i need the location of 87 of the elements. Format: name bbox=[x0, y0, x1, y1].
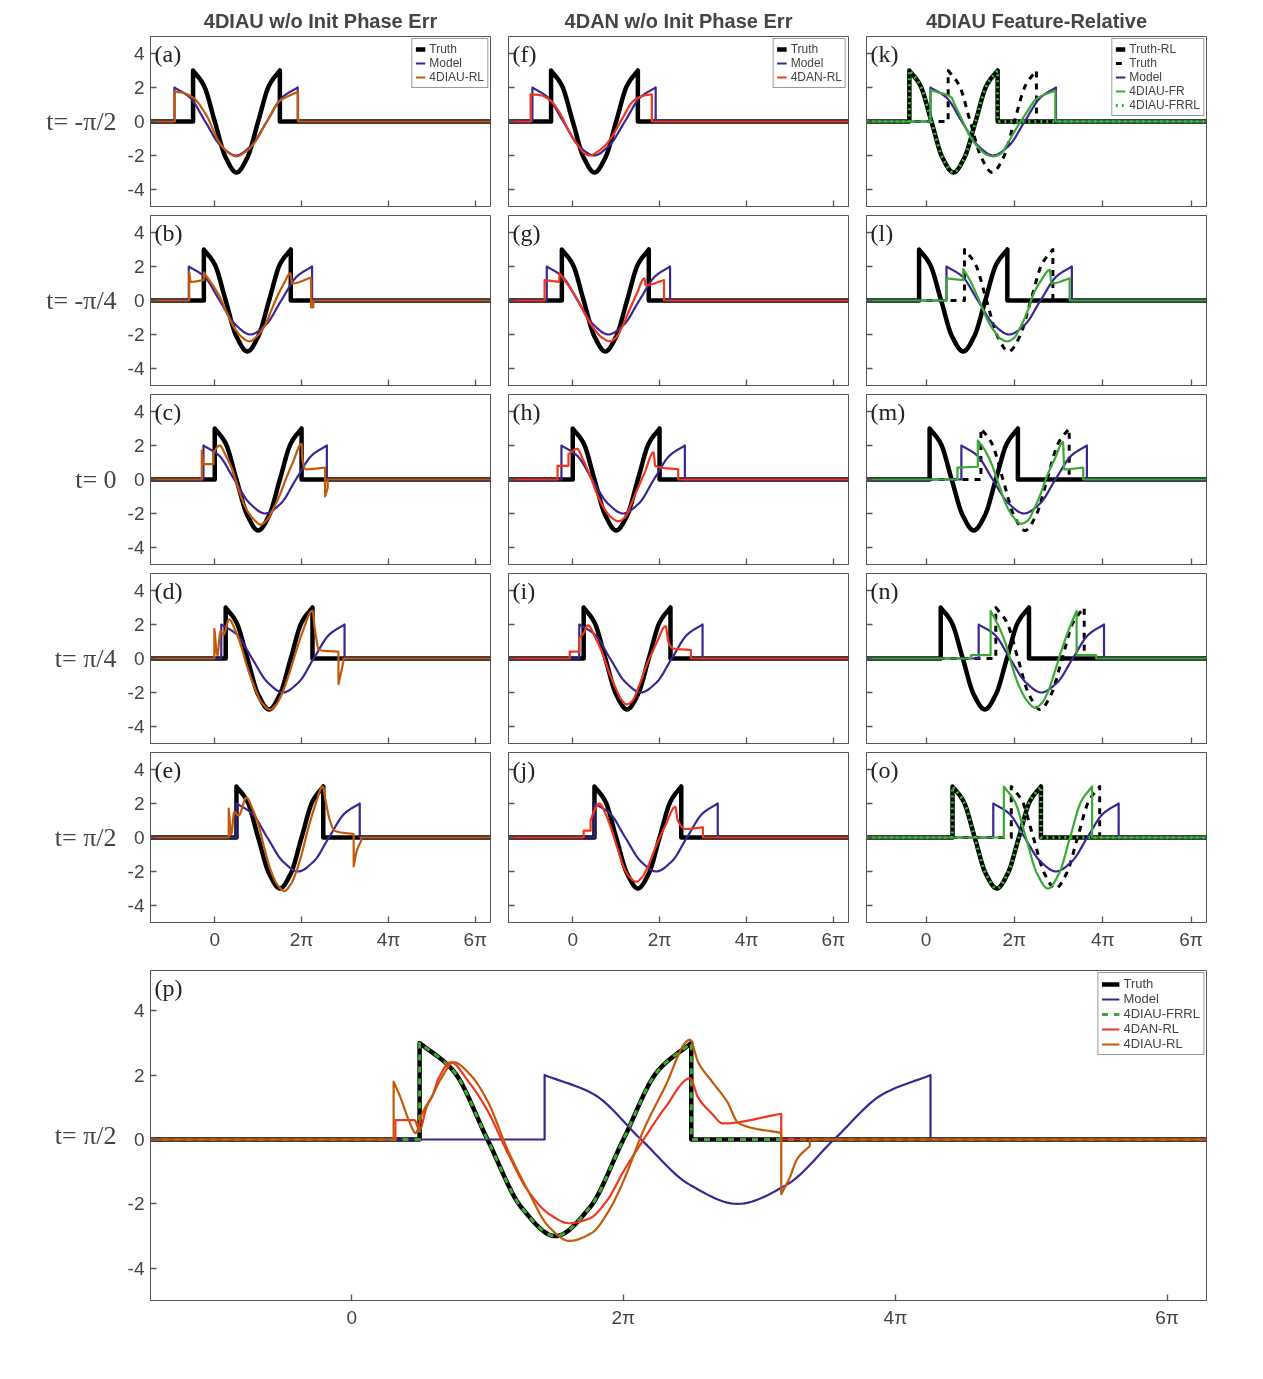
y-tick-label: 0 bbox=[133, 469, 145, 490]
y-tick-label: 4 bbox=[133, 1000, 145, 1022]
chart-title: 4DAN w/o Init Phase Err bbox=[564, 9, 793, 32]
y-tick-label: 2 bbox=[133, 614, 145, 635]
y-axis-title: t= -π/4 bbox=[46, 286, 117, 315]
annotation: (e) bbox=[154, 756, 182, 783]
legend-label: Model bbox=[429, 56, 462, 70]
legend-label: Truth bbox=[429, 42, 457, 56]
chart-title: 4DIAU Feature-Relative bbox=[925, 9, 1148, 32]
y-tick-label: 0 bbox=[133, 648, 145, 669]
annotation: (m) bbox=[870, 398, 906, 425]
annotation: (o) bbox=[870, 756, 899, 783]
legend-label: Truth-RL bbox=[1129, 42, 1177, 56]
x-tick-label: 4π bbox=[1090, 928, 1115, 950]
annotation: (n) bbox=[870, 577, 899, 604]
y-tick-label: -2 bbox=[127, 145, 145, 166]
x-tick-label: 2π bbox=[611, 1306, 636, 1328]
annotation: (j) bbox=[512, 756, 536, 783]
y-tick-label: 0 bbox=[133, 827, 145, 848]
annotation: (p) bbox=[154, 974, 183, 1001]
annotation: (c) bbox=[154, 398, 182, 425]
y-tick-label: 4 bbox=[133, 43, 145, 64]
x-tick-label: 0 bbox=[209, 928, 221, 950]
x-tick-label: 0 bbox=[346, 1306, 357, 1328]
annotation: (h) bbox=[512, 398, 541, 425]
y-axis-title: t= π/4 bbox=[54, 644, 117, 673]
y-axis-title: t= π/2 bbox=[54, 1121, 117, 1150]
y-tick-label: -2 bbox=[127, 324, 145, 345]
x-tick-label: 6π bbox=[463, 928, 488, 950]
y-axis-title: t= π/2 bbox=[54, 823, 117, 852]
y-tick-label: 2 bbox=[133, 435, 145, 456]
legend-label: Model bbox=[1129, 70, 1162, 84]
y-tick-label: -4 bbox=[127, 895, 145, 916]
y-tick-label: 2 bbox=[133, 77, 145, 98]
y-tick-label: 0 bbox=[133, 1129, 145, 1151]
y-tick-label: 0 bbox=[133, 290, 145, 311]
y-tick-label: -4 bbox=[127, 716, 145, 737]
legend-label: 4DAN-RL bbox=[790, 70, 842, 84]
legend-label: Model bbox=[1123, 991, 1159, 1006]
x-tick-label: 2π bbox=[289, 928, 314, 950]
x-tick-label: 4π bbox=[734, 928, 759, 950]
y-tick-label: 2 bbox=[133, 793, 145, 814]
x-tick-label: 4π bbox=[883, 1306, 908, 1328]
legend-label: Truth bbox=[1129, 56, 1157, 70]
y-tick-label: 2 bbox=[133, 256, 145, 277]
annotation: (a) bbox=[154, 40, 182, 67]
y-tick-label: 2 bbox=[133, 1064, 145, 1086]
y-tick-label: -2 bbox=[127, 861, 145, 882]
y-tick-label: 4 bbox=[133, 580, 145, 601]
chart-title: 4DIAU w/o Init Phase Err bbox=[203, 9, 438, 32]
x-tick-label: 0 bbox=[567, 928, 579, 950]
y-tick-label: -2 bbox=[127, 682, 145, 703]
y-tick-label: -2 bbox=[127, 503, 145, 524]
legend-label: 4DAN-RL bbox=[1123, 1021, 1180, 1036]
x-tick-label: 6π bbox=[821, 928, 846, 950]
y-tick-label: 4 bbox=[133, 222, 145, 243]
legend-label: 4DIAU-FRRL bbox=[1123, 1006, 1200, 1021]
annotation: (i) bbox=[512, 577, 536, 604]
y-tick-label: -4 bbox=[127, 358, 145, 379]
y-tick-label: -4 bbox=[127, 1257, 145, 1279]
annotation: (f) bbox=[512, 40, 537, 67]
annotation: (l) bbox=[870, 219, 894, 246]
annotation: (g) bbox=[512, 219, 541, 246]
annotation: (k) bbox=[870, 40, 899, 67]
y-tick-label: -4 bbox=[127, 537, 145, 558]
y-axis-title: t= 0 bbox=[75, 465, 117, 494]
y-tick-label: 0 bbox=[133, 111, 145, 132]
legend-label: 4DIAU-RL bbox=[1123, 1036, 1183, 1051]
x-tick-label: 4π bbox=[376, 928, 401, 950]
y-tick-label: 4 bbox=[133, 759, 145, 780]
x-tick-label: 2π bbox=[1002, 928, 1027, 950]
legend-label: 4DIAU-RL bbox=[429, 70, 484, 84]
x-tick-label: 6π bbox=[1155, 1306, 1179, 1328]
y-tick-label: -2 bbox=[127, 1193, 145, 1215]
x-tick-label: 2π bbox=[647, 928, 672, 950]
y-axis-title: t= -π/2 bbox=[46, 107, 117, 136]
legend-label: Truth bbox=[1123, 976, 1154, 991]
annotation: (b) bbox=[154, 219, 183, 246]
y-tick-label: -4 bbox=[127, 179, 145, 200]
annotation: (d) bbox=[154, 577, 183, 604]
legend-label: Truth bbox=[790, 42, 819, 56]
y-tick-label: 4 bbox=[133, 401, 145, 422]
legend-label: 4DIAU-FR bbox=[1129, 84, 1185, 98]
legend-label: Model bbox=[790, 56, 824, 70]
x-tick-label: 6π bbox=[1179, 928, 1203, 950]
legend-label: 4DIAU-FRRL bbox=[1129, 98, 1200, 112]
x-tick-label: 0 bbox=[920, 928, 932, 950]
